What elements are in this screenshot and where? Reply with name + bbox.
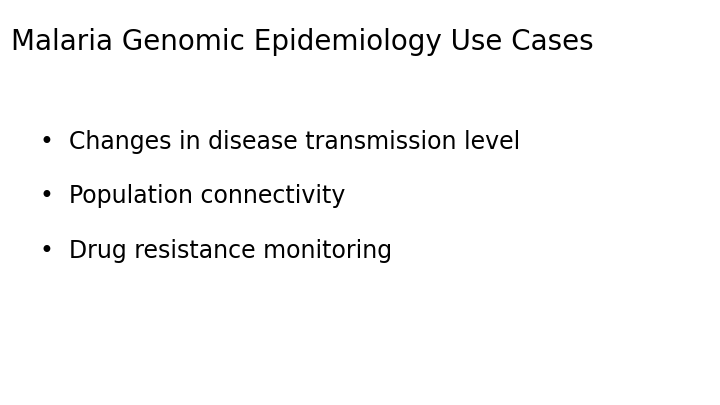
Text: •  Changes in disease transmission level: • Changes in disease transmission level — [40, 130, 520, 153]
Text: •  Population connectivity: • Population connectivity — [40, 184, 345, 208]
Text: •  Drug resistance monitoring: • Drug resistance monitoring — [40, 239, 392, 263]
Text: Malaria Genomic Epidemiology Use Cases: Malaria Genomic Epidemiology Use Cases — [11, 28, 593, 56]
